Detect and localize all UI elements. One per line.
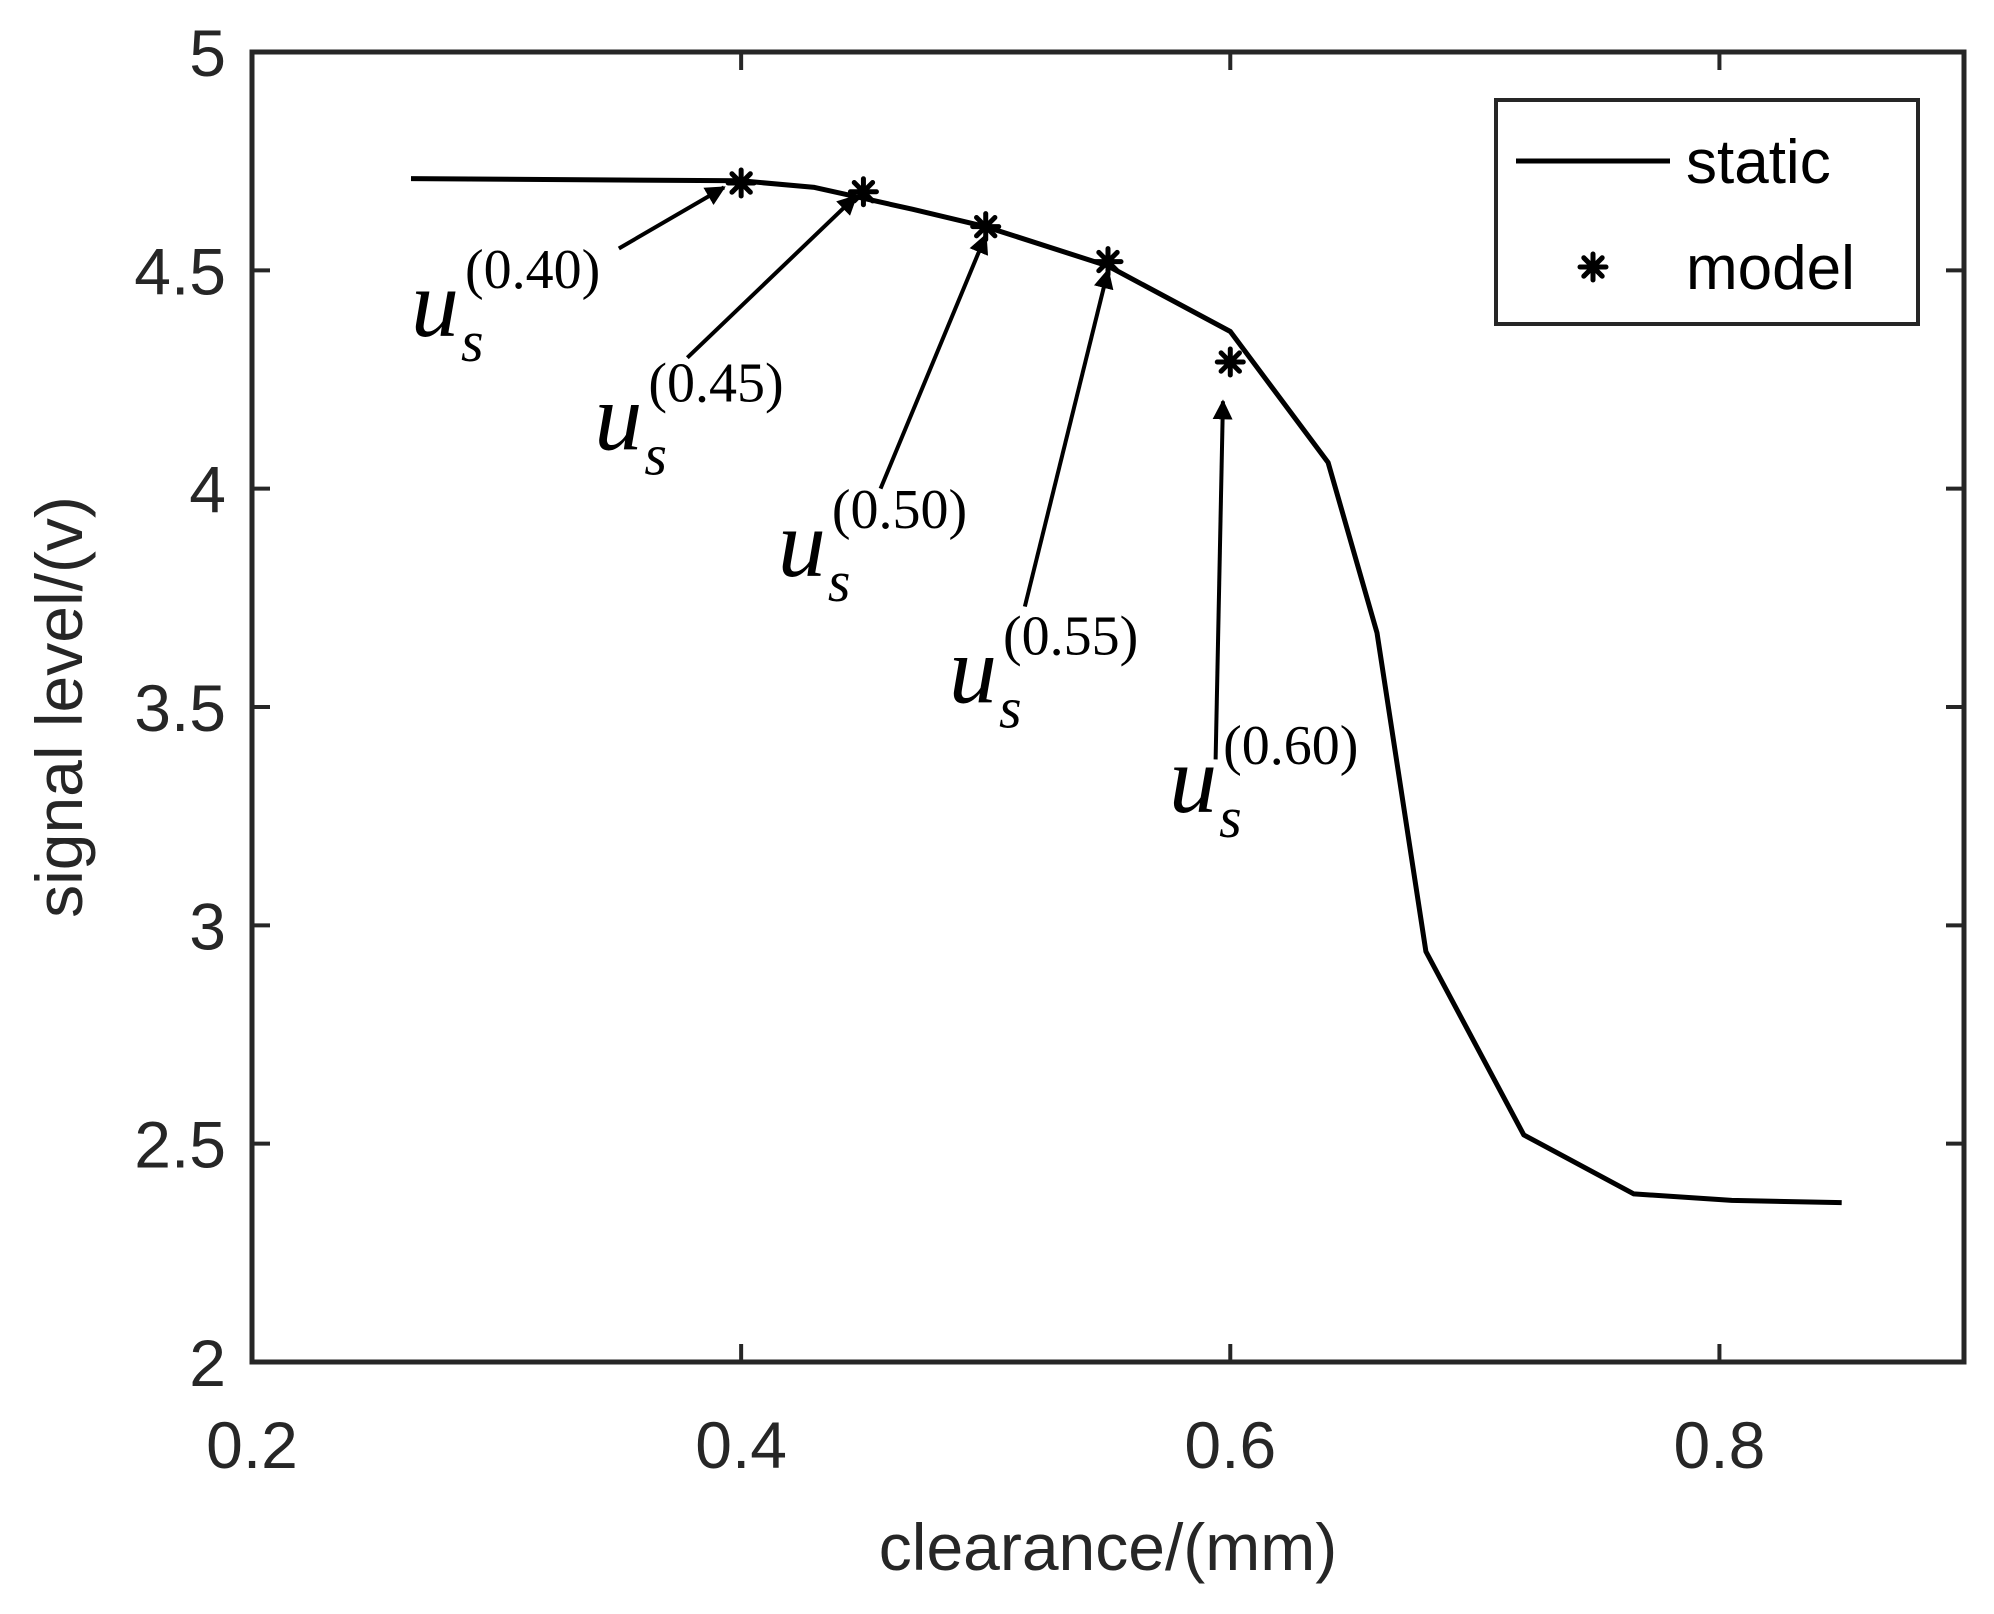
annotation-label: u s (0.60) <box>1169 715 1358 850</box>
annotation-sup: (0.55) <box>1003 606 1138 668</box>
tick-labels: 0.2 0.4 0.6 0.8 2 2.5 3 3.5 4 4.5 5 <box>134 16 1765 1482</box>
annotation-arrow <box>617 185 726 251</box>
legend-model-asterisk <box>1577 251 1609 283</box>
legend-box <box>1494 98 1920 326</box>
annotation-arrow <box>685 194 858 360</box>
model-marker-core <box>857 185 870 198</box>
x-tick-label: 0.6 <box>1184 1408 1276 1482</box>
series-layer <box>410 167 1842 1206</box>
annotation-label: u s (0.45) <box>594 352 783 487</box>
y-tick-label: 4 <box>189 453 226 527</box>
axes-box <box>249 49 1967 1365</box>
annotation-var: u <box>778 490 826 597</box>
x-tick-label: 0.4 <box>695 1408 787 1482</box>
model-point <box>725 167 757 199</box>
model-marker-core <box>1587 261 1599 273</box>
model-point <box>847 176 879 208</box>
annotation-var: u <box>1169 726 1217 833</box>
x-tick-label: 0.8 <box>1674 1408 1766 1482</box>
y-tick-label: 5 <box>189 16 226 90</box>
annotation-var: u <box>411 250 459 357</box>
y-axis-title: signal level/(v) <box>22 496 96 918</box>
y-tick-label: 4.5 <box>134 234 226 308</box>
annotation-label: u s (0.55) <box>949 606 1138 741</box>
legend: static model <box>1494 98 1920 326</box>
model-marker-core <box>735 177 747 189</box>
annotation-var: u <box>594 363 642 470</box>
annotation-sub: s <box>461 309 484 374</box>
y-tick-label: 2.5 <box>134 1108 226 1182</box>
annotation-arrow <box>878 233 989 490</box>
annotation-label: u s (0.40) <box>411 239 600 374</box>
annotation-sup: (0.45) <box>648 352 783 414</box>
x-axis-title: clearance/(mm) <box>879 1510 1337 1584</box>
annotations: u s(0.40)u s(0.45)u s(0.50)u s(0.55)u s(0.60) <box>411 185 1358 850</box>
model-marker-core <box>1224 356 1237 368</box>
model-marker-core <box>979 220 992 233</box>
y-tick-label: 2 <box>189 1326 226 1400</box>
legend-model-marker <box>1577 251 1609 283</box>
model-marker-core <box>1102 255 1114 268</box>
annotation-var: u <box>949 617 997 724</box>
annotation-sup: (0.40) <box>465 239 600 301</box>
annotation-arrow <box>1212 399 1233 760</box>
annotation-arrow <box>1022 268 1114 608</box>
legend-static-label: static <box>1686 128 1831 197</box>
annotation-sup: (0.50) <box>832 479 967 541</box>
annotation-sub: s <box>1219 785 1242 850</box>
model-point <box>1214 346 1246 378</box>
x-tick-label: 0.2 <box>206 1408 298 1482</box>
static-line <box>410 176 1842 1206</box>
annotation-sup: (0.60) <box>1223 715 1358 777</box>
y-tick-label: 3.5 <box>134 671 226 745</box>
legend-model-label: model <box>1686 234 1855 303</box>
annotation-sub: s <box>828 549 851 614</box>
annotation-label: u s (0.50) <box>778 479 967 614</box>
y-tick-label: 3 <box>189 889 226 963</box>
annotation-sub: s <box>999 676 1022 741</box>
annotation-sub: s <box>644 422 667 487</box>
